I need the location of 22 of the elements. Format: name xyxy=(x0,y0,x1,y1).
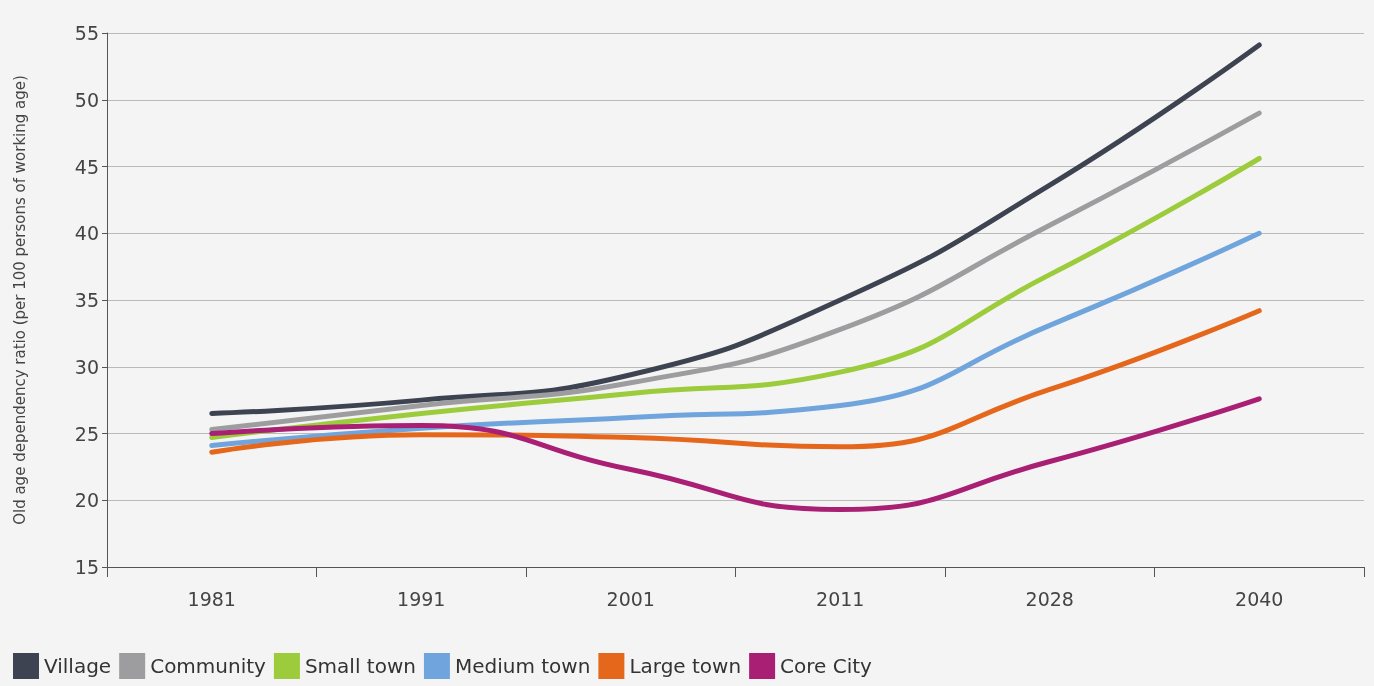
x-tick-label: 2011 xyxy=(816,587,865,610)
y-tick-label: 50 xyxy=(74,88,99,111)
y-tick-label: 35 xyxy=(74,289,99,311)
legend-label: Small town xyxy=(304,654,416,678)
legend-label: Core City xyxy=(780,654,873,678)
y-tick-label: 45 xyxy=(74,155,99,178)
x-tick-label: 2040 xyxy=(1235,587,1284,610)
legend-label: Medium town xyxy=(454,654,591,678)
y-tick-label: 15 xyxy=(74,556,99,578)
x-tick-label: 2028 xyxy=(1025,587,1074,610)
y-tick-label: 20 xyxy=(74,489,99,512)
legend-label: Community xyxy=(150,654,267,678)
y-tick-label: 40 xyxy=(74,222,99,245)
x-tick-label: 2001 xyxy=(606,587,655,610)
legend-label: Village xyxy=(44,654,112,678)
x-tick-label: 1981 xyxy=(187,587,236,610)
y-tick-label: 55 xyxy=(74,22,99,44)
y-axis-title: Old age dependency ratio (per 100 persons of working age) xyxy=(10,75,29,525)
legend-label: Large town xyxy=(629,654,742,678)
x-tick-label: 1991 xyxy=(397,587,446,610)
y-tick-label: 30 xyxy=(74,355,99,378)
y-tick-label: 25 xyxy=(74,422,99,445)
